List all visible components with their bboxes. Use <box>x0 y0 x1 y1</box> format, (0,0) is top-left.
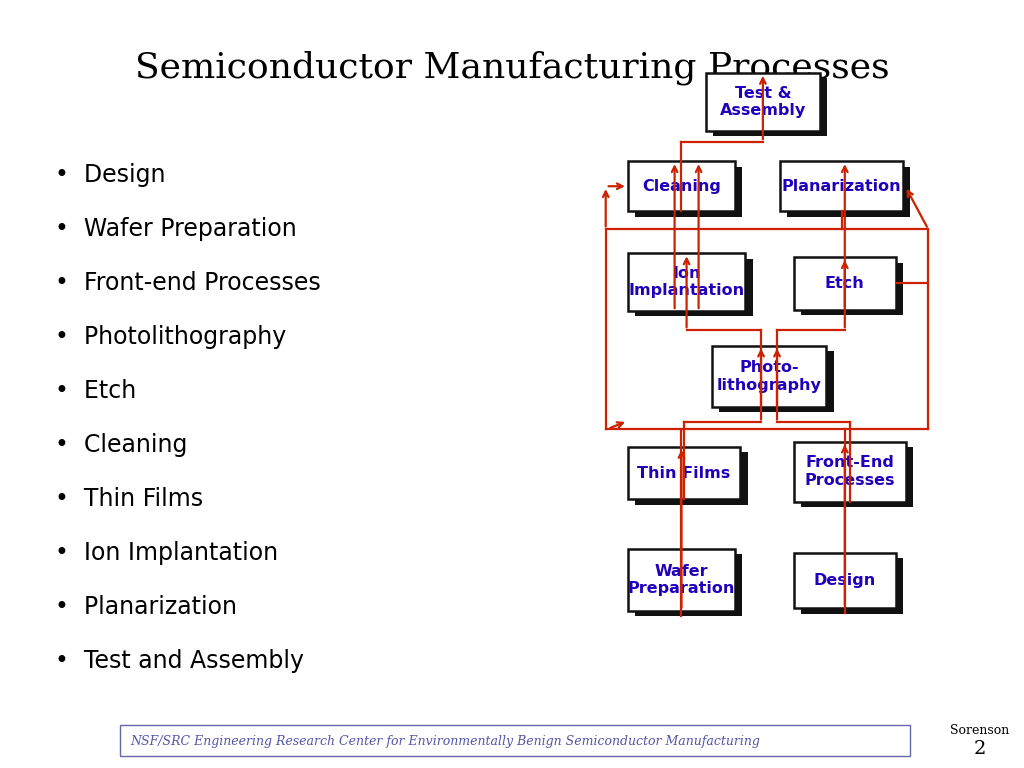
Text: Cleaning: Cleaning <box>642 179 721 194</box>
Text: •  Test and Assembly: • Test and Assembly <box>55 649 304 673</box>
Text: NSF/SRC Engineering Research Center for Environmentally Benign Semiconductor Man: NSF/SRC Engineering Research Center for … <box>130 734 760 747</box>
Polygon shape <box>635 259 753 316</box>
Text: Sorenson: Sorenson <box>950 724 1010 737</box>
Text: Wafer
Preparation: Wafer Preparation <box>628 564 735 596</box>
Polygon shape <box>787 167 910 217</box>
Text: Test &
Assembly: Test & Assembly <box>720 85 806 118</box>
Polygon shape <box>713 78 827 136</box>
Text: 2: 2 <box>974 740 986 758</box>
Text: •  Cleaning: • Cleaning <box>55 433 187 457</box>
Text: Ion
Implantation: Ion Implantation <box>629 266 744 299</box>
Polygon shape <box>801 263 903 315</box>
Polygon shape <box>628 549 735 611</box>
Polygon shape <box>635 167 742 217</box>
Text: •  Design: • Design <box>55 163 166 187</box>
Text: •  Planarization: • Planarization <box>55 595 237 619</box>
Text: Thin Films: Thin Films <box>637 465 731 481</box>
Text: •  Etch: • Etch <box>55 379 136 403</box>
Polygon shape <box>794 553 896 608</box>
Polygon shape <box>801 558 903 614</box>
Text: Front-End
Processes: Front-End Processes <box>805 455 895 488</box>
Polygon shape <box>780 161 903 211</box>
Text: •  Photolithography: • Photolithography <box>55 325 287 349</box>
Polygon shape <box>628 447 740 499</box>
Text: •  Thin Films: • Thin Films <box>55 487 203 511</box>
Polygon shape <box>628 161 735 211</box>
Text: Photo-
lithography: Photo- lithography <box>717 360 821 392</box>
Text: Design: Design <box>814 573 876 588</box>
Polygon shape <box>635 452 748 505</box>
Polygon shape <box>706 73 820 131</box>
Polygon shape <box>712 346 826 407</box>
Text: •  Ion Implantation: • Ion Implantation <box>55 541 279 565</box>
Text: Etch: Etch <box>825 276 864 291</box>
Polygon shape <box>794 257 896 310</box>
Text: Semiconductor Manufacturing Processes: Semiconductor Manufacturing Processes <box>135 51 889 85</box>
Polygon shape <box>719 351 834 412</box>
Text: •  Front-end Processes: • Front-end Processes <box>55 271 321 295</box>
Polygon shape <box>628 253 745 311</box>
Text: Planarization: Planarization <box>782 179 901 194</box>
Polygon shape <box>635 554 742 616</box>
Polygon shape <box>801 447 913 507</box>
Polygon shape <box>794 442 906 502</box>
Text: •  Wafer Preparation: • Wafer Preparation <box>55 217 297 241</box>
